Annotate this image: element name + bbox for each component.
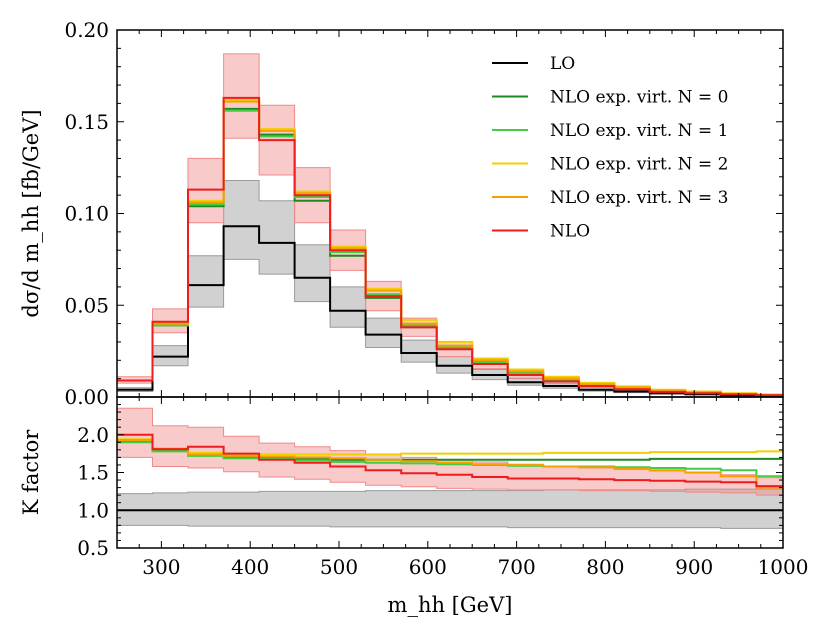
x-axis-title: m_hh [GeV] [388,593,513,617]
ratio-band-nlo [117,407,783,496]
ratio-line-nlo-exp-virt-n-1 [117,441,783,478]
ratio-line-nlo-exp-virt-n-2 [117,438,783,456]
legend-label-nlo-exp-virt-n-2: NLO exp. virt. N = 2 [550,155,728,175]
main-y-tick-label: 0.00 [64,385,109,409]
main-band-lo [117,180,783,397]
main-y-axis-title: dσ/d m_hh [fb/GeV] [19,109,43,317]
legend-label-nlo-exp-virt-n-1: NLO exp. virt. N = 1 [550,121,728,141]
ratio-y-axis-title: K factor [19,429,43,515]
legend-label-nlo-exp-virt-n-0: NLO exp. virt. N = 0 [550,88,728,108]
ratio-y-tick-label: 1.0 [77,498,109,522]
legend-label-lo: LO [550,54,575,74]
x-tick-label: 800 [586,555,624,579]
legend: LO NLO exp. virt. N = 0 NLO exp. virt. N =… [492,54,728,242]
axes: 300 400 500 600 700 800 900 1000 0.00 0.05 0.10 0.1… [19,18,808,617]
x-tick-label: 300 [142,555,180,579]
x-tick-label: 700 [498,555,536,579]
legend-label-nlo-exp-virt-n-3: NLO exp. virt. N = 3 [550,188,728,208]
ratio-y-tick-label: 0.5 [77,536,109,560]
main-y-tick-label: 0.10 [64,202,109,226]
x-tick-label: 900 [675,555,713,579]
ratio-series-lines [117,433,783,512]
ratio-y-tick-label: 1.5 [77,461,109,485]
main-y-tick-label: 0.20 [64,18,109,42]
ratio-line-nlo [117,433,783,488]
x-tick-label: 600 [409,555,447,579]
ratio-line-nlo-exp-virt-n-3 [117,439,783,489]
x-tick-label: 400 [231,555,269,579]
legend-label-nlo: NLO [550,222,590,242]
x-tick-label: 1000 [758,555,809,579]
main-line-nlo [117,96,783,397]
x-tick-label: 500 [320,555,358,579]
main-series-lines [117,96,783,397]
ratio-uncertainty-bands [117,407,783,529]
ratio-y-tick-label: 2.0 [77,423,109,447]
main-y-tick-label: 0.05 [64,293,109,317]
main-line-nlo-exp-virt-n-3 [117,100,783,396]
main-line-lo [117,225,783,397]
ratio-band-lo [117,488,783,529]
main-y-tick-label: 0.15 [64,110,109,134]
